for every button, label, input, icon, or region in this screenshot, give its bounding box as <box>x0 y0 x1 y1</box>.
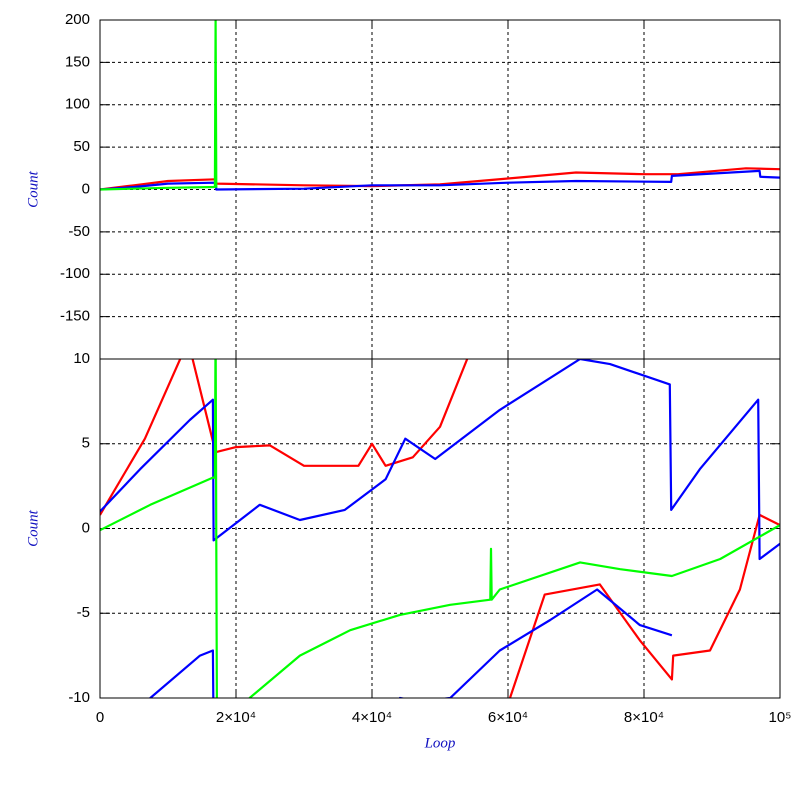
x-tick-label: 6×10⁴ <box>488 709 528 726</box>
x-tick-label: 10⁵ <box>769 709 792 726</box>
plot-area <box>100 20 780 191</box>
y-tick-label: -5 <box>77 604 90 621</box>
data-line <box>508 513 780 698</box>
y-axis-title: Count <box>25 509 41 547</box>
y-tick-label: 0 <box>82 519 90 536</box>
y-tick-label: 150 <box>65 53 90 70</box>
y-axis-title: Count <box>25 170 41 208</box>
x-tick-label: 2×10⁴ <box>216 709 256 726</box>
y-tick-label: -50 <box>68 223 90 240</box>
y-tick-label: 10 <box>73 350 90 367</box>
x-axis-title: Loop <box>424 735 456 751</box>
y-tick-label: -150 <box>60 308 90 325</box>
y-tick-label: 0 <box>82 180 90 197</box>
data-line <box>100 359 780 698</box>
data-line <box>100 20 218 191</box>
data-line <box>100 359 469 516</box>
y-tick-label: 100 <box>65 96 90 113</box>
y-tick-label: 5 <box>82 435 90 452</box>
y-tick-label: -10 <box>68 689 90 706</box>
frame <box>99 358 781 699</box>
y-tick-label: 50 <box>73 138 90 155</box>
x-tick-label: 0 <box>96 709 104 726</box>
data-line <box>149 588 673 698</box>
y-tick-label: -100 <box>60 265 90 282</box>
x-tick-label: 4×10⁴ <box>352 709 392 726</box>
y-tick-label: 200 <box>65 11 90 28</box>
data-line <box>100 359 780 561</box>
plot-area <box>100 359 780 698</box>
x-tick-label: 8×10⁴ <box>624 709 664 726</box>
data-line <box>100 169 780 191</box>
